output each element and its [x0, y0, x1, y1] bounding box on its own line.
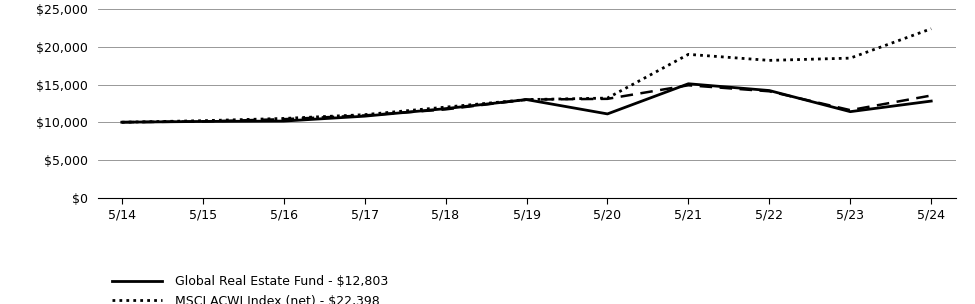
Legend: Global Real Estate Fund - $12,803, MSCI ACWI Index (net) - $22,398, FTSE EPRA /N: Global Real Estate Fund - $12,803, MSCI … [112, 275, 469, 304]
